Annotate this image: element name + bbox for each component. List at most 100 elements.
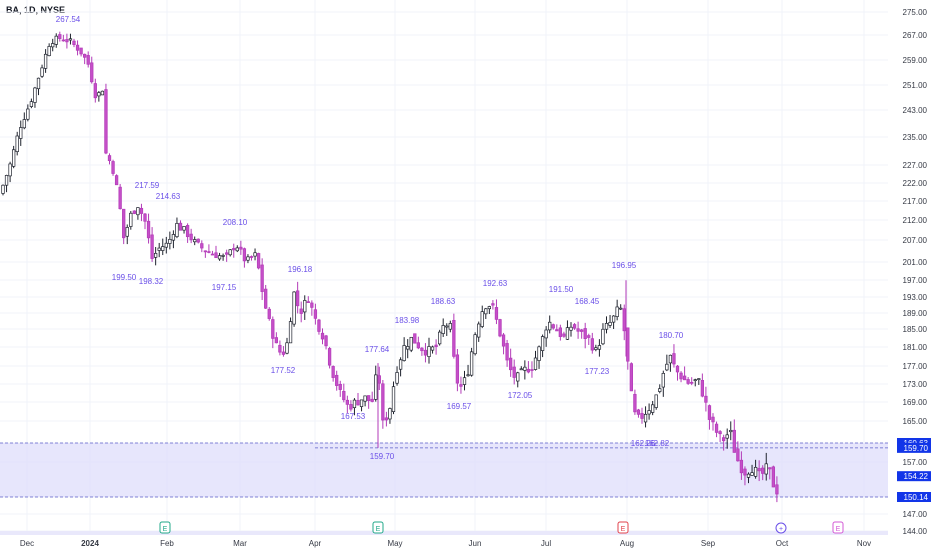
high-low-label: 191.50 bbox=[549, 285, 574, 294]
candle-body bbox=[296, 290, 300, 307]
candle-body bbox=[61, 39, 65, 42]
x-tick-label: Feb bbox=[160, 539, 174, 548]
candle-body bbox=[537, 346, 541, 361]
high-low-label: 198.32 bbox=[139, 277, 164, 286]
event-marker bbox=[159, 521, 171, 534]
candle-body bbox=[104, 89, 108, 154]
candle-body bbox=[1, 184, 5, 194]
candle-body bbox=[86, 55, 90, 65]
candle-body bbox=[342, 390, 346, 401]
y-tick-label: 275.00 bbox=[903, 8, 928, 17]
candle-body bbox=[718, 431, 722, 435]
y-tick-label: 217.00 bbox=[903, 197, 928, 206]
candle-body bbox=[690, 381, 694, 384]
high-low-label: 180.70 bbox=[659, 331, 684, 340]
candle-body bbox=[349, 404, 353, 410]
candle-body bbox=[388, 408, 392, 420]
candle-body bbox=[682, 375, 687, 381]
candle-body bbox=[455, 354, 460, 384]
high-low-label: 197.15 bbox=[212, 283, 237, 292]
candle-body bbox=[72, 40, 76, 45]
candle-body bbox=[594, 347, 598, 350]
candle-body bbox=[711, 416, 715, 423]
candle-body bbox=[466, 374, 470, 377]
candle-body bbox=[11, 149, 16, 167]
candle-body bbox=[171, 234, 176, 241]
y-tick-label: 189.00 bbox=[903, 309, 928, 318]
candle-body bbox=[352, 399, 357, 409]
candle-body bbox=[335, 374, 339, 386]
candle-body bbox=[658, 388, 662, 392]
candle-body bbox=[750, 472, 754, 476]
candle-body bbox=[303, 300, 307, 313]
candle-body bbox=[143, 213, 147, 222]
x-tick-label: Mar bbox=[233, 539, 247, 548]
candle-body bbox=[530, 369, 534, 371]
price-tag-label: 150.14 bbox=[904, 493, 929, 502]
candle-body bbox=[271, 319, 275, 339]
event-marker bbox=[775, 522, 787, 534]
y-tick-label: 267.00 bbox=[903, 31, 928, 40]
candle-body bbox=[161, 246, 165, 251]
candle-body bbox=[125, 227, 129, 237]
candle-body bbox=[182, 226, 186, 231]
candle-body bbox=[636, 409, 641, 415]
price-tag-bg bbox=[897, 471, 931, 482]
candle-body bbox=[402, 345, 406, 361]
candle-body bbox=[79, 47, 83, 55]
x-tick-label: May bbox=[387, 539, 402, 548]
y-tick-label: 243.00 bbox=[903, 106, 928, 115]
candle-body bbox=[650, 404, 655, 413]
candle-body bbox=[398, 359, 403, 370]
x-tick-label: Aug bbox=[620, 539, 634, 548]
candle-body bbox=[292, 291, 296, 325]
candle-body bbox=[558, 327, 562, 337]
candle-body bbox=[235, 247, 239, 252]
candle-body bbox=[150, 234, 154, 259]
y-tick-label: 235.00 bbox=[903, 133, 928, 142]
candle-body bbox=[82, 53, 87, 58]
high-low-label: 188.63 bbox=[431, 297, 456, 306]
candle-body bbox=[629, 363, 633, 392]
candle-body bbox=[111, 161, 115, 174]
candle-body bbox=[239, 246, 243, 250]
candle-body bbox=[210, 253, 215, 256]
candle-body bbox=[665, 363, 669, 371]
candle-body bbox=[498, 319, 502, 337]
candle-body bbox=[583, 328, 587, 339]
candle-body bbox=[619, 307, 623, 310]
candle-body bbox=[480, 311, 484, 327]
candle-body bbox=[65, 39, 69, 43]
candle-body bbox=[494, 307, 499, 320]
candle-body bbox=[764, 463, 768, 475]
candle-body bbox=[306, 301, 310, 304]
candle-body bbox=[242, 248, 247, 262]
candle-body bbox=[338, 383, 342, 390]
high-low-label: 177.23 bbox=[585, 367, 610, 376]
candle-body bbox=[452, 319, 456, 357]
candle-body bbox=[193, 239, 197, 243]
event-marker-label: E bbox=[836, 526, 841, 533]
candle-body bbox=[704, 395, 708, 403]
candle-body bbox=[264, 288, 268, 309]
y-tick-label: 193.00 bbox=[903, 293, 928, 302]
candle-body bbox=[356, 400, 360, 406]
x-tick-label: Oct bbox=[776, 539, 789, 548]
candle-body bbox=[768, 467, 772, 470]
candle-body bbox=[19, 127, 23, 139]
candle-body bbox=[395, 372, 399, 384]
candle-body bbox=[260, 264, 264, 292]
y-tick-label: 169.00 bbox=[903, 398, 928, 407]
candle-body bbox=[604, 323, 609, 330]
candle-body bbox=[441, 325, 445, 334]
event-marker-label: + bbox=[779, 526, 783, 533]
candle-body bbox=[686, 379, 690, 384]
candle-body bbox=[732, 429, 736, 453]
candle-body bbox=[533, 357, 538, 370]
candle-body bbox=[707, 405, 712, 420]
y-tick-label: 181.00 bbox=[903, 343, 928, 352]
candle-body bbox=[249, 256, 254, 258]
candle-body bbox=[288, 321, 293, 344]
event-marker bbox=[372, 521, 384, 534]
